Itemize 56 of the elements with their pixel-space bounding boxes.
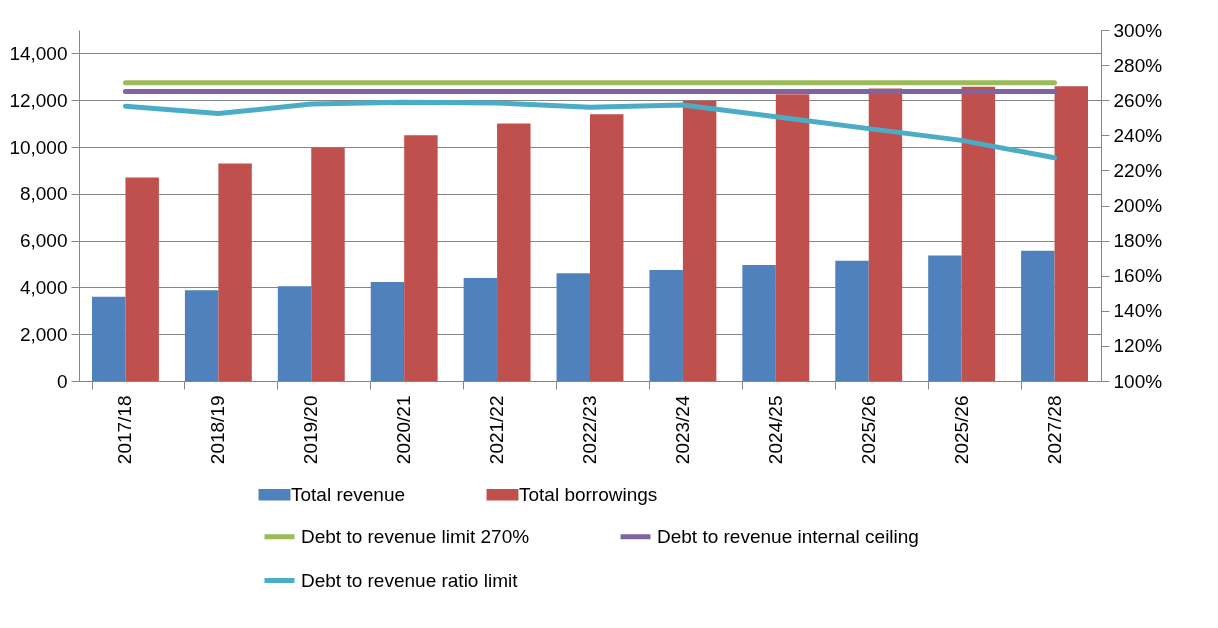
y2-tick-label: 100% — [1113, 370, 1163, 392]
x-tick-label: 2017/18 — [114, 395, 136, 465]
bar — [218, 163, 252, 381]
y-tick-label: 0 — [56, 370, 68, 392]
bar — [1021, 250, 1055, 381]
x-tick-label: 2018/19 — [207, 395, 229, 465]
y2-tick-label: 140% — [1113, 300, 1163, 322]
y2-tick-label: 180% — [1113, 230, 1163, 252]
x-tick-label: 2021/22 — [486, 395, 508, 465]
x-tick-label: 2020/21 — [393, 395, 415, 465]
y2-tick-label: 200% — [1113, 195, 1163, 216]
x-tick-label: 2022/23 — [579, 395, 600, 465]
legend-label: Debt to revenue internal ceiling — [657, 525, 919, 547]
y-tick-label: 10,000 — [9, 136, 68, 158]
bar — [961, 86, 996, 381]
x-tick-label: 2023/24 — [671, 395, 693, 465]
x-tick-label: 2025/26 — [857, 395, 879, 465]
legend-label: Debt to revenue limit 270% — [301, 525, 530, 547]
bar — [463, 278, 498, 381]
bar — [649, 270, 683, 381]
bar — [277, 286, 312, 381]
bar — [742, 264, 776, 381]
y-tick-label: 12,000 — [9, 89, 68, 111]
y2-tick-label: 220% — [1113, 159, 1163, 181]
bar — [1054, 86, 1088, 381]
y-tick-label: 2,000 — [19, 323, 68, 345]
y-tick-label: 4,000 — [19, 276, 68, 298]
bar — [556, 273, 590, 381]
x-tick-label: 2027/28 — [1043, 395, 1065, 465]
y-tick-label: 6,000 — [19, 230, 68, 252]
bar — [590, 114, 624, 381]
y2-tick-label: 240% — [1113, 124, 1163, 146]
bar — [404, 135, 438, 381]
y2-tick-label: 120% — [1113, 335, 1163, 357]
x-tick-label: 2024/25 — [764, 395, 786, 465]
bar — [928, 255, 962, 381]
bar — [497, 123, 531, 381]
x-tick-label: 2025/26 — [950, 395, 972, 465]
bar — [92, 296, 126, 381]
y2-tick-label: 260% — [1113, 89, 1163, 111]
bar — [184, 290, 219, 381]
legend-label: Debt to revenue ratio limit — [301, 569, 519, 591]
x-tick-label: 2019/20 — [300, 395, 322, 465]
bar — [125, 177, 159, 381]
bar — [311, 147, 345, 381]
bar — [370, 282, 405, 381]
bar — [835, 260, 869, 381]
bar — [682, 100, 717, 381]
y-tick-label: 8,000 — [19, 183, 68, 205]
y-tick-label: 14,000 — [9, 42, 68, 64]
y2-tick-label: 280% — [1113, 54, 1163, 76]
legend-label: Total borrowings — [519, 483, 658, 505]
bar — [775, 94, 810, 381]
y2-tick-label: 300% — [1113, 19, 1163, 41]
y2-tick-label: 160% — [1113, 265, 1163, 287]
legend-label: Total revenue — [291, 483, 406, 505]
